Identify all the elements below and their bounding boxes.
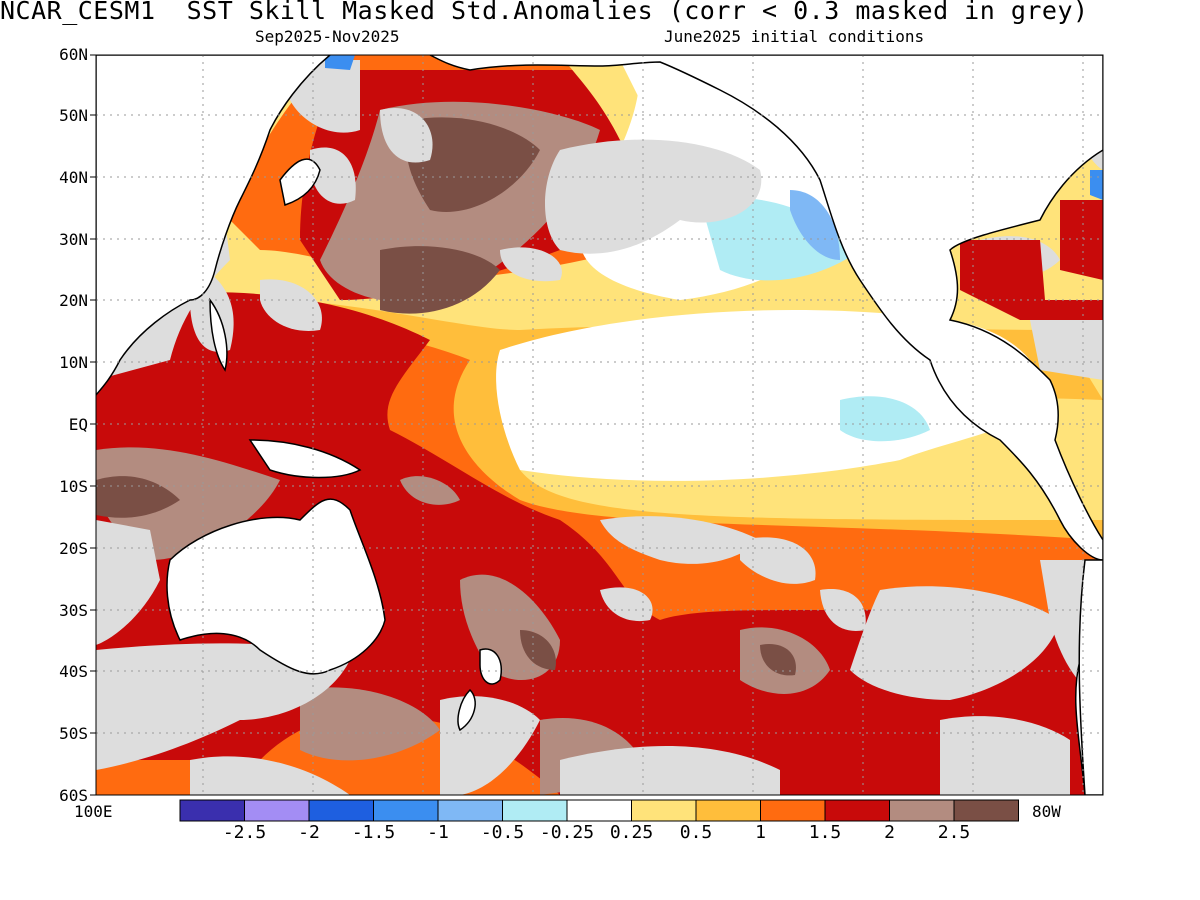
colorbar-swatch: [502, 799, 568, 822]
north-america: [429, 55, 1103, 795]
lon-label-right: 80W: [1032, 802, 1061, 821]
colorbar-tick-label: -0.25: [539, 822, 595, 843]
graticule: [96, 55, 1103, 795]
new-zealand-north: [479, 648, 502, 685]
colorbar-swatch: [244, 799, 310, 822]
lat-label-10n: 10N: [59, 353, 88, 372]
colorbar-swatch: [631, 799, 697, 822]
lat-label-20s: 20S: [59, 539, 88, 558]
initial-conditions: June2025 initial conditions: [664, 27, 925, 46]
east-pacific-neutral: [496, 310, 1050, 481]
dark-brown-south-1: [520, 630, 556, 670]
cold-patch-3: [840, 396, 930, 442]
colorbar: [179, 799, 1019, 822]
asia: [96, 55, 332, 397]
lat-ticks: [90, 54, 96, 796]
lon-label-left: 100E: [74, 802, 113, 821]
colorbar-swatch: [308, 799, 374, 822]
colorbar-tick-label: 1: [755, 822, 766, 843]
colorbar-swatch: [566, 799, 632, 822]
dark-brown-north: [406, 117, 540, 212]
lat-label-60n: 60N: [59, 45, 88, 64]
lat-label-10s: 10S: [59, 477, 88, 496]
colorbar-swatch: [824, 799, 890, 822]
map-field: [96, 55, 1103, 795]
japan: [279, 158, 321, 206]
lat-label-20n: 20N: [59, 291, 88, 310]
lat-label-40s: 40S: [59, 662, 88, 681]
colorbar-tick-label: 1.5: [808, 822, 842, 843]
colorbar-tick-label: -0.5: [480, 822, 525, 843]
map-frame: [95, 54, 1104, 796]
brown-anomaly-south-3: [300, 687, 440, 761]
colorbar-swatch: [953, 799, 1019, 822]
new-zealand-south: [457, 688, 476, 732]
colorbar-swatch: [760, 799, 826, 822]
colorbar-tick-label: 2.5: [937, 822, 971, 843]
colorbar-tick-label: -2.5: [222, 822, 267, 843]
colorbar-swatch: [373, 799, 439, 822]
brown-anomaly-south-5: [400, 476, 460, 505]
lat-label-eq: EQ: [68, 415, 88, 434]
caribbean-warm: [960, 240, 1103, 320]
lat-label-50n: 50N: [59, 106, 88, 125]
lat-label-30s: 30S: [59, 601, 88, 620]
dark-brown-north-2: [380, 246, 500, 314]
lat-label-50s: 50S: [59, 724, 88, 743]
colorbar-tick-label: 0.5: [679, 822, 713, 843]
atlantic-cold: [1090, 170, 1103, 200]
chart-title: NCAR_CESM1 SST Skill Masked Std.Anomalie…: [0, 0, 1089, 25]
colorbar-tick-label: -2: [298, 822, 320, 843]
colorbar-tick-label: 0.25: [609, 822, 654, 843]
colorbar-swatch: [179, 799, 245, 822]
atlantic-warm: [1060, 200, 1103, 280]
colorbar-tick-label: -1: [427, 822, 449, 843]
philippines: [209, 297, 228, 372]
forecast-period: Sep2025-Nov2025: [255, 27, 400, 46]
landmasses: [96, 55, 1103, 795]
dark-brown-south-2: [760, 644, 796, 676]
cold-patch-2: [790, 190, 840, 260]
cold-patch-1: [700, 197, 860, 281]
kamchatka-cold: [325, 55, 355, 70]
colorbar-swatch: [437, 799, 503, 822]
colorbar-swatch: [889, 799, 955, 822]
lat-label-60s: 60S: [59, 786, 88, 805]
colorbar-swatch: [695, 799, 761, 822]
colorbar-tick-label: 2: [884, 822, 895, 843]
lat-label-40n: 40N: [59, 168, 88, 187]
new-guinea: [248, 439, 362, 479]
colorbar-tick-label: -1.5: [351, 822, 396, 843]
dark-brown-west: [96, 476, 180, 518]
australia: [166, 498, 386, 675]
lat-label-30n: 30N: [59, 230, 88, 249]
